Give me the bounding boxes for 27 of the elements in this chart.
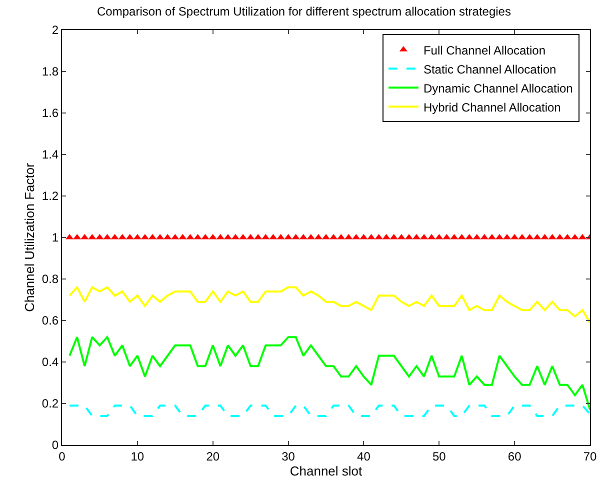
legend-label: Hybrid Channel Allocation: [423, 100, 561, 114]
x-axis-title: Channel slot: [290, 463, 363, 478]
y-tick-label: 1.2: [42, 189, 59, 204]
y-tick-label: 0.6: [42, 314, 59, 328]
x-tick-label: 40: [357, 449, 371, 464]
line-series: [68, 336, 590, 411]
y-tick-label: 0: [52, 438, 59, 452]
y-tick-label: 1: [52, 230, 59, 245]
x-tick-label: 10: [130, 449, 144, 464]
y-tick-label: 2: [52, 23, 59, 38]
legend-label: Full Channel Allocation: [423, 43, 546, 58]
x-tick-label: 30: [282, 449, 296, 464]
line-series: [68, 286, 590, 324]
legend-label: Static Channel Allocation: [423, 62, 556, 76]
x-tick-label: 20: [206, 449, 220, 464]
y-tick-label: 1.6: [42, 106, 59, 120]
y-tick-label: 0.4: [42, 355, 59, 370]
x-tick-label: 60: [508, 449, 522, 464]
y-tick-label: 0.8: [42, 272, 59, 286]
x-tick-label: 70: [583, 449, 597, 464]
y-axis-title: Channel Utilization Factor: [22, 162, 37, 312]
y-tick-label: 0.2: [42, 396, 59, 411]
y-tick-label: 1.4: [42, 148, 59, 162]
x-tick-label: 50: [432, 449, 446, 464]
y-tick-label: 1.8: [42, 64, 59, 79]
legend-label: Dynamic Channel Allocation: [423, 81, 573, 96]
chart-title: Comparison of Spectrum Utilization for different spectrum allocation strategies: [97, 4, 511, 19]
